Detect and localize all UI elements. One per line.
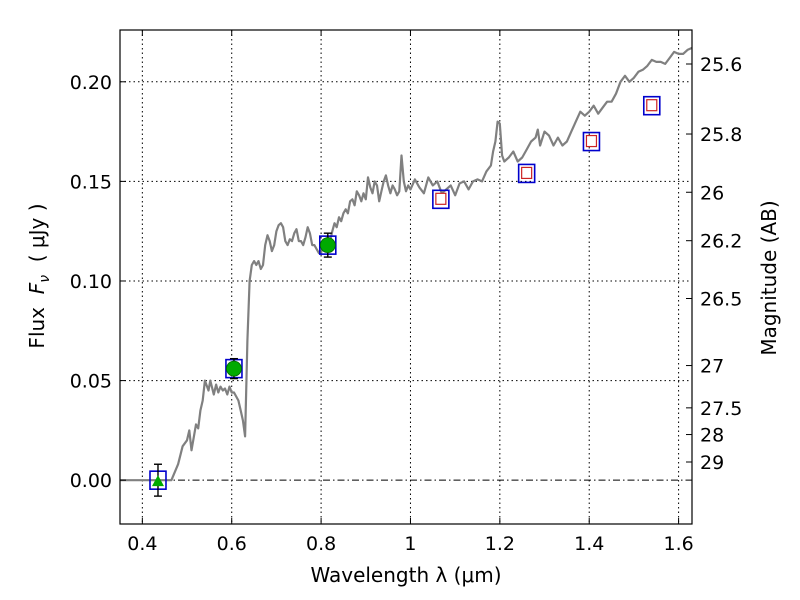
detection-marker — [226, 360, 242, 377]
x-tick-label: 0.4 — [127, 533, 157, 555]
y2-tick-label: 27 — [700, 356, 724, 378]
y-tick-label: 0.05 — [70, 371, 112, 393]
upper-limit-marker — [521, 166, 533, 180]
spectrum-line — [120, 46, 693, 482]
non-detection-marker — [151, 475, 164, 487]
ticks: 0.4 0.6 0.8 1 1.2 1.4 1.6 0.00 0.05 0.10 0.15 0.20 2… — [70, 30, 742, 555]
model-photometry-marker — [432, 189, 450, 210]
plot-frame — [119, 29, 693, 525]
x-tick-label: 0.6 — [217, 533, 247, 555]
y-tick-label: 0.00 — [70, 470, 112, 492]
upper-limit-marker — [435, 192, 447, 205]
y2-axis-label: Magnitude (AB) — [757, 200, 781, 355]
y2-tick-label: 27.5 — [700, 398, 742, 420]
y2-tick-label: 25.6 — [700, 54, 742, 76]
x-axis-label: Wavelength λ (μm) — [310, 563, 501, 587]
y-tick-label: 0.10 — [70, 271, 112, 293]
y2-tick-label: 26.2 — [700, 231, 742, 253]
y2-tick-label: 26.5 — [700, 289, 742, 311]
detection-marker — [319, 237, 336, 254]
y-axis-label: Flux Fν ( μJy ) — [25, 203, 53, 348]
marker-layer — [149, 95, 661, 497]
spectrum-layer — [120, 46, 693, 482]
model-photometry-marker — [642, 95, 661, 116]
x-tick-label: 0.8 — [306, 533, 336, 555]
x-tick-label: 1.4 — [574, 533, 604, 555]
x-tick-label: 1.6 — [663, 533, 693, 555]
y2-tick-label: 29 — [700, 452, 724, 474]
y2-tick-label: 25.8 — [700, 124, 742, 146]
y2-tick-label: 26 — [700, 182, 724, 204]
y-tick-label: 0.20 — [70, 72, 112, 94]
model-photometry-marker — [517, 163, 536, 184]
upper-limit-marker — [646, 99, 658, 112]
x-tick-label: 1.2 — [485, 533, 515, 555]
x-tick-label: 1 — [404, 533, 416, 555]
y2-tick-label: 28 — [700, 425, 724, 447]
y-tick-label: 0.15 — [70, 171, 112, 193]
model-photometry-marker — [582, 131, 601, 152]
upper-limit-marker — [585, 134, 598, 148]
